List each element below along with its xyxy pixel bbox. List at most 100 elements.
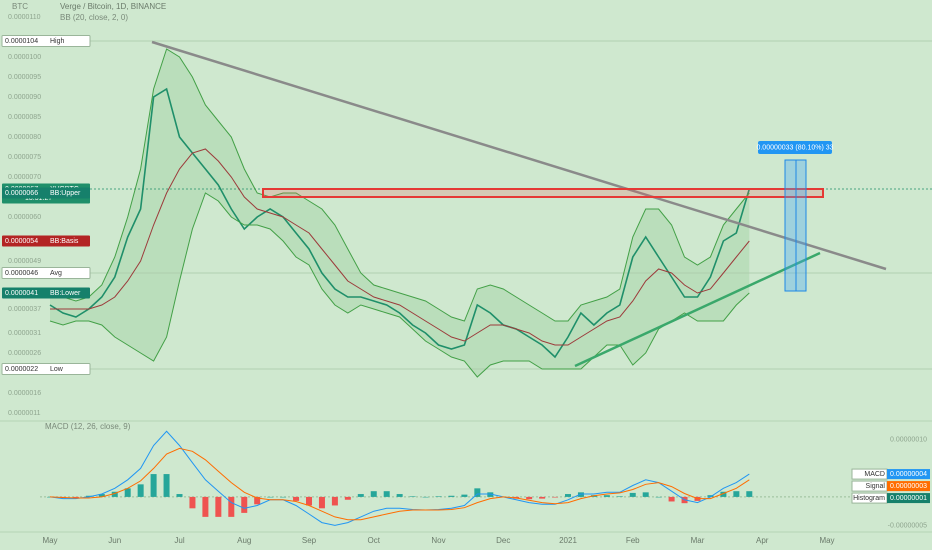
histogram-bar	[746, 491, 753, 497]
x-tick-label: May	[819, 536, 834, 545]
macd-badge-name: Histogram	[853, 495, 885, 502]
histogram-bar	[318, 496, 325, 509]
price-badge-name: BB:Upper	[50, 190, 81, 197]
histogram-bar	[85, 495, 92, 497]
price-badge	[2, 187, 90, 199]
histogram-bar	[461, 494, 468, 497]
series-line	[49, 430, 750, 526]
macd-badge	[887, 481, 930, 492]
trendline	[151, 40, 887, 271]
price-badge-value: 0.0000022	[5, 366, 38, 373]
macd-badge-value: 0.00000003	[890, 483, 927, 490]
histogram-bar	[552, 496, 559, 498]
x-tick-label: Jun	[108, 536, 121, 545]
macd-title: MACD (12, 26, close, 9)	[45, 422, 131, 431]
histogram-bar	[98, 494, 105, 497]
histogram-bar	[176, 494, 183, 497]
y-tick-label: 0.0000011	[8, 410, 41, 417]
histogram-bar	[331, 496, 338, 506]
price-badge-value: 0.0000104	[5, 38, 38, 45]
histogram-bar	[383, 491, 390, 497]
histogram-bar	[267, 496, 274, 498]
price-badge	[2, 235, 90, 247]
x-tick-label: Oct	[368, 536, 381, 545]
macd-badge-value: 0.00000004	[890, 471, 927, 478]
y2-tick-label: 0.00000010	[890, 437, 927, 444]
y-tick-label: 0.0000110	[8, 14, 41, 21]
y-axis-label: BTC	[12, 2, 28, 11]
price-badge-name: Low	[50, 366, 64, 373]
y-tick-label: 0.0000095	[8, 74, 41, 81]
macd-badge	[887, 493, 930, 504]
series-line	[50, 48, 750, 322]
y-tick-label: 0.0000031	[8, 330, 41, 337]
macd-badge	[887, 469, 930, 480]
histogram-bar	[150, 474, 157, 497]
histogram-bar	[228, 496, 235, 517]
price-badge-name: BB:Basis	[50, 238, 79, 245]
histogram-bar	[526, 496, 533, 500]
x-tick-label: Dec	[496, 536, 510, 545]
histogram-bar	[435, 496, 442, 497]
series-line	[49, 192, 750, 378]
chart-subtitle: BB (20, close, 2, 0)	[60, 13, 128, 22]
histogram-bar	[241, 496, 248, 513]
price-badge	[1, 363, 91, 375]
price-badge-value: 0.0000041	[5, 290, 38, 297]
x-tick-label: Mar	[691, 536, 705, 545]
histogram-bar	[655, 496, 662, 498]
y-tick-label: 0.0000080	[8, 134, 41, 141]
y-tick-label: 0.0000100	[8, 54, 41, 61]
histogram-bar	[616, 496, 623, 497]
histogram-bar	[396, 494, 403, 497]
histogram-bar	[344, 496, 351, 500]
histogram-bar	[215, 496, 222, 517]
histogram-bar	[163, 474, 170, 497]
y-tick-label: 0.0000049	[8, 258, 41, 265]
series-line	[49, 447, 750, 521]
y-tick-label: 0.0000016	[8, 390, 41, 397]
series-line	[50, 148, 750, 346]
y-tick-label: 0.0000085	[8, 114, 41, 121]
histogram-bar	[357, 494, 364, 497]
histogram-bar	[487, 492, 494, 497]
badges: 0.0000104High0.0000067XVGBTC13:51:270.00…	[1, 35, 930, 504]
y2-tick-label: -0.00000005	[888, 522, 927, 529]
y-tick-label: 0.0000075	[8, 154, 41, 161]
histogram-bar	[629, 492, 636, 497]
histogram-bar	[280, 496, 287, 498]
histogram-bar	[539, 496, 546, 499]
histogram-bar	[370, 491, 377, 497]
y-tick-label: 0.0000090	[8, 94, 41, 101]
x-tick-label: Sep	[302, 536, 317, 545]
histogram-bar	[577, 492, 584, 497]
x-tick-label: Jul	[174, 536, 184, 545]
histogram-bar	[603, 495, 610, 497]
x-tick-label: Aug	[237, 536, 251, 545]
price-badge-value: 0.0000054	[5, 238, 38, 245]
x-tick-label: 2021	[559, 536, 577, 545]
y-tick-label: 0.0000037	[8, 306, 41, 313]
histogram-bar	[202, 496, 209, 517]
histogram-bar	[111, 491, 118, 497]
histogram-bar	[409, 496, 416, 497]
histogram-bar	[72, 496, 79, 498]
histogram-bar	[137, 484, 144, 497]
price-badge	[1, 267, 91, 279]
chart-title: Verge / Bitcoin, 1D, BINANCE	[60, 2, 166, 11]
annotation: 0.00000033 (80.10%) 33	[756, 144, 833, 151]
price-badge-name: Avg	[50, 270, 62, 277]
histogram-bar	[642, 492, 649, 497]
support-line	[574, 251, 821, 368]
price-badge	[1, 35, 91, 47]
macd-badge-name: Signal	[866, 483, 886, 490]
price-badge-name: BB:Lower	[50, 290, 81, 297]
histogram-bar	[306, 496, 312, 506]
x-tick-label: Apr	[756, 536, 769, 545]
annotation-box	[758, 141, 832, 154]
y-tick-label: 0.0000060	[8, 214, 41, 221]
histogram-bar	[189, 496, 196, 509]
histogram-bar	[474, 488, 481, 497]
resistance-zone	[262, 188, 824, 198]
